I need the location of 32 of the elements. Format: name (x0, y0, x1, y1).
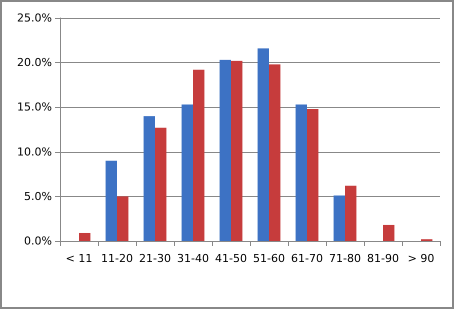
bar (231, 60, 242, 241)
x-tick-label: 41-50 (215, 252, 247, 265)
bar (307, 108, 318, 241)
x-tick-label: 61-70 (291, 252, 323, 265)
bar (269, 64, 280, 241)
x-tick-label: 81-90 (367, 252, 399, 265)
bar (155, 128, 166, 241)
x-tick-label: 31-40 (177, 252, 209, 265)
x-tick-label: 21-30 (139, 252, 171, 265)
y-tick-label: 10.0% (17, 145, 52, 158)
y-tick-label: 0.0% (24, 234, 52, 248)
bar (106, 160, 117, 241)
y-tick-label: 25.0% (17, 12, 52, 24)
x-tick-label: 11-20 (101, 252, 133, 265)
x-tick-label: < 11 (66, 252, 92, 265)
bar (144, 116, 155, 241)
bar (193, 70, 204, 241)
y-tick-label: 20.0% (17, 56, 52, 70)
bar (117, 196, 128, 241)
bar (345, 186, 356, 241)
y-tick-label: 15.0% (17, 100, 52, 114)
bar (334, 196, 345, 241)
y-tick-label: 5.0% (24, 190, 52, 203)
bar (182, 104, 193, 241)
bar (258, 48, 269, 241)
x-tick-label: 71-80 (329, 252, 361, 265)
bar (220, 60, 231, 241)
bar (79, 232, 90, 241)
x-tick-label: > 90 (408, 252, 434, 265)
bar (296, 104, 307, 241)
bar (383, 224, 394, 241)
x-tick-label: 51-60 (253, 252, 285, 265)
